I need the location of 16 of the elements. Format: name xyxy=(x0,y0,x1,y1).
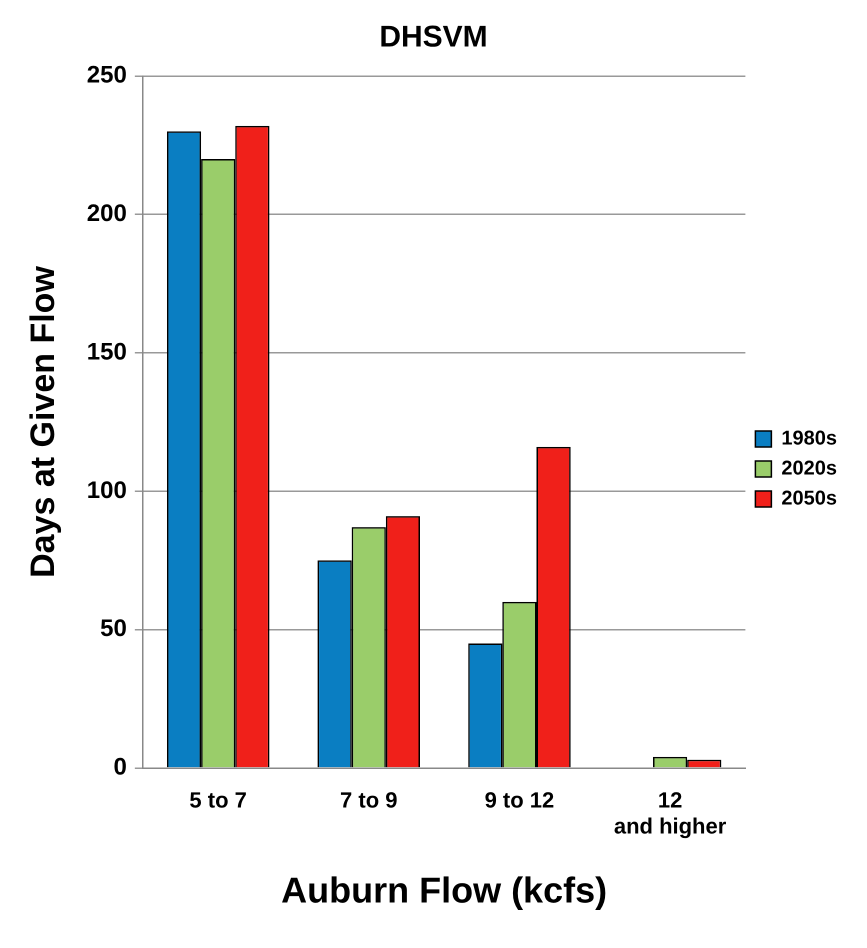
x-tick-label: 5 to 7 xyxy=(189,787,247,812)
legend-label: 1980s xyxy=(781,428,838,450)
x-tick-label: 9 to 12 xyxy=(484,787,554,812)
y-tick-label: 150 xyxy=(86,338,127,366)
chart-title: DHSVM xyxy=(379,20,488,54)
legend-label: 2050s xyxy=(781,488,838,510)
y-tick-label: 50 xyxy=(100,615,127,642)
y-tick-label: 250 xyxy=(86,62,127,89)
legend-label: 2020s xyxy=(781,458,838,480)
x-tick-label: 12 and higher xyxy=(614,787,727,839)
y-tick-label: 200 xyxy=(86,200,127,228)
y-axis-title: Days at Given Flow xyxy=(24,266,62,578)
x-tick-label: 7 to 9 xyxy=(340,787,398,812)
y-tick-label: 100 xyxy=(86,476,127,504)
x-axis-title: Auburn Flow (kcfs) xyxy=(281,869,608,910)
y-tick-label: 0 xyxy=(113,754,127,781)
